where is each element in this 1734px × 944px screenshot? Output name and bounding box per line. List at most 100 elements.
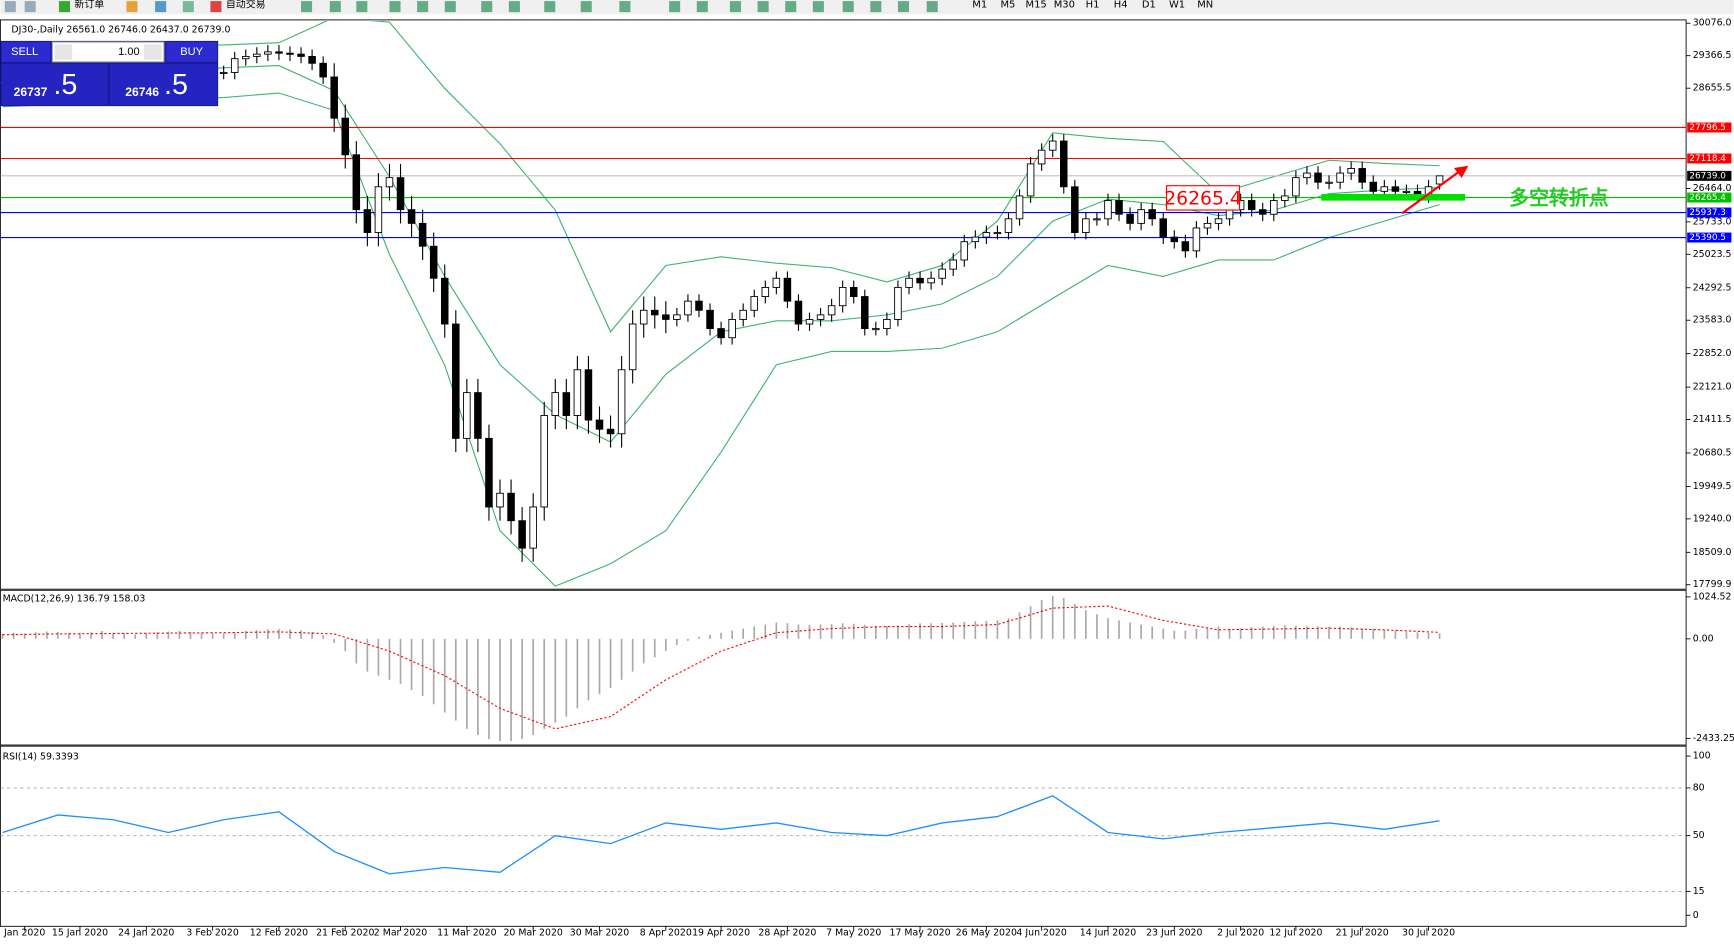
candle-body bbox=[584, 369, 593, 421]
timeframe-button[interactable]: D1 bbox=[1142, 0, 1156, 10]
y-tick-label: 25023.5 bbox=[1693, 249, 1732, 260]
candle-body bbox=[872, 328, 880, 331]
toolbar-icon[interactable] bbox=[301, 1, 313, 13]
candle-body bbox=[1037, 149, 1046, 165]
new-order-button[interactable]: 新订单 bbox=[74, 0, 104, 10]
toolbar-icon[interactable] bbox=[182, 1, 194, 13]
toolbar-icon[interactable] bbox=[329, 1, 341, 13]
toolbar-icon[interactable] bbox=[897, 1, 910, 13]
toolbar-icon[interactable] bbox=[356, 1, 368, 13]
toolbar-icon[interactable] bbox=[785, 1, 797, 13]
x-tick-label: 2 Mar 2020 bbox=[374, 927, 428, 938]
candle-body bbox=[1159, 218, 1168, 238]
candle-body bbox=[551, 392, 560, 416]
candle-body bbox=[463, 392, 471, 439]
candle-body bbox=[761, 286, 770, 298]
timeframe-button[interactable]: M1 bbox=[972, 0, 987, 10]
auto-trading-button[interactable]: 自动交易 bbox=[226, 0, 266, 10]
toolbar-icon[interactable] bbox=[812, 1, 824, 13]
sell-label[interactable]: SELL bbox=[11, 46, 38, 58]
price-level-label: 27796.5 bbox=[1689, 123, 1726, 133]
toolbar-icon[interactable] bbox=[4, 1, 16, 13]
toolbar-icon[interactable] bbox=[926, 1, 938, 13]
y-tick-label: -2433.25 bbox=[1693, 733, 1734, 744]
timeframe-button[interactable]: H4 bbox=[1114, 0, 1128, 10]
sell-price-box[interactable] bbox=[1, 64, 108, 106]
candle-body bbox=[452, 323, 460, 439]
x-tick-label: 21 Feb 2020 bbox=[316, 927, 374, 938]
toolbar-icon[interactable] bbox=[580, 1, 592, 13]
toolbar-icon[interactable] bbox=[481, 1, 493, 13]
candle-body bbox=[540, 415, 548, 508]
x-tick-label: 30 Jul 2020 bbox=[1402, 927, 1455, 938]
candle-body bbox=[219, 71, 228, 74]
buy-price-main[interactable]: 26746 bbox=[125, 85, 159, 99]
candle-body bbox=[1247, 200, 1256, 211]
timeframe-button[interactable]: M15 bbox=[1026, 0, 1047, 10]
toolbar-icon[interactable] bbox=[155, 1, 167, 13]
toolbar-icon[interactable] bbox=[126, 1, 138, 13]
candle-body bbox=[662, 314, 670, 320]
candle-body bbox=[684, 300, 692, 316]
buy-price-box[interactable] bbox=[109, 64, 218, 106]
candle-body bbox=[1369, 181, 1378, 192]
timeframe-button[interactable]: M30 bbox=[1054, 0, 1075, 10]
toolbar-icon[interactable] bbox=[757, 1, 769, 13]
toolbar-icon[interactable] bbox=[544, 1, 556, 13]
price-level-label: 25390.5 bbox=[1689, 233, 1726, 243]
candle-body bbox=[1148, 209, 1156, 220]
timeframe-button[interactable]: MN bbox=[1197, 0, 1213, 10]
macd-title: MACD(12,26,9) 136.79 158.03 bbox=[3, 594, 146, 605]
turning-point-bar bbox=[1321, 193, 1466, 201]
toolbar-icon[interactable] bbox=[444, 1, 456, 13]
candle-body bbox=[993, 232, 1002, 235]
y-tick-label: 29366.5 bbox=[1693, 50, 1732, 61]
arrow-shaft bbox=[1401, 170, 1461, 215]
toolbar-icon[interactable] bbox=[389, 1, 401, 13]
candle-body bbox=[1258, 209, 1267, 215]
toolbar-icon[interactable] bbox=[669, 1, 681, 13]
buy-price-pip[interactable]: .5 bbox=[164, 69, 188, 101]
candle-body bbox=[374, 186, 383, 233]
toolbar-icon[interactable] bbox=[417, 1, 429, 13]
y-tick-label: 50 bbox=[1693, 830, 1705, 841]
sell-button[interactable] bbox=[1, 42, 51, 62]
timeframe-button[interactable]: H1 bbox=[1086, 0, 1100, 10]
toolbar-icon[interactable] bbox=[696, 1, 708, 13]
volume-up[interactable] bbox=[144, 44, 162, 60]
volume-down[interactable] bbox=[54, 44, 73, 60]
toolbar-icon[interactable] bbox=[729, 1, 741, 13]
y-tick-label: 30076.0 bbox=[1693, 18, 1732, 29]
sell-price-main[interactable]: 26737 bbox=[14, 85, 48, 99]
new-order-icon[interactable] bbox=[58, 1, 71, 13]
sell-price-pip[interactable]: .5 bbox=[53, 69, 77, 101]
candle-body bbox=[1380, 186, 1389, 192]
timeframe-button[interactable]: M5 bbox=[1000, 0, 1015, 10]
toolbar-icon[interactable] bbox=[870, 1, 882, 13]
toolbar-icon[interactable] bbox=[619, 1, 631, 13]
x-tick-label: 21 Jul 2020 bbox=[1336, 927, 1389, 938]
toolbar-icon[interactable] bbox=[508, 1, 520, 13]
arrow-head bbox=[1453, 165, 1469, 178]
candle-body bbox=[1126, 213, 1134, 224]
timeframe-button[interactable]: W1 bbox=[1169, 0, 1185, 10]
candle-body bbox=[628, 323, 637, 371]
buy-label[interactable]: BUY bbox=[180, 46, 203, 58]
volume-input[interactable] bbox=[51, 41, 165, 63]
toolbar-icon[interactable] bbox=[24, 1, 36, 13]
candle-body bbox=[1402, 190, 1411, 193]
candle-body bbox=[330, 76, 338, 119]
x-tick-label: 28 Apr 2020 bbox=[758, 927, 816, 938]
toolbar-icon[interactable] bbox=[842, 1, 854, 13]
auto-trading-icon[interactable] bbox=[210, 1, 222, 13]
candle-body bbox=[1026, 163, 1035, 197]
candle-body bbox=[507, 492, 515, 522]
candle-body bbox=[1181, 241, 1190, 252]
candle-body bbox=[617, 369, 626, 435]
rsi-line bbox=[2, 795, 1440, 875]
price-level-tag bbox=[1687, 122, 1732, 133]
candle-body bbox=[1104, 200, 1112, 220]
volume-value[interactable]: 1.00 bbox=[118, 46, 140, 58]
buy-button[interactable] bbox=[166, 42, 218, 62]
price-level-label: 27118.4 bbox=[1689, 154, 1726, 164]
